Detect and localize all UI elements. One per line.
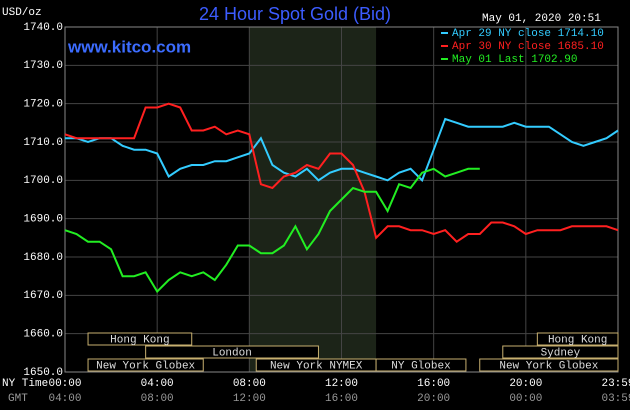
session-bar [87, 332, 193, 346]
price-line [64, 102, 619, 243]
session-label: New York Globex [499, 360, 598, 372]
y-tick-label: 1660.0 [23, 329, 63, 341]
price-line [65, 117, 619, 183]
session-bar [536, 332, 619, 346]
session-label: Hong Kong [548, 334, 607, 346]
chart-title: 24 Hour Spot Gold (Bid) [199, 4, 391, 24]
x2-tick-label: 16:00 [325, 393, 358, 405]
session-label: Sydney [541, 347, 581, 359]
session-label: New York NYMEX [270, 360, 363, 372]
x-tick-label: 20:00 [509, 378, 542, 390]
legend-label: May 01 Last 1702.90 [452, 54, 577, 66]
y-tick-label: 1700.0 [23, 175, 63, 187]
timestamp: May 01, 2020 20:51 [482, 13, 601, 25]
y-tick-label: 1710.0 [23, 137, 63, 149]
session-highlight [249, 27, 377, 372]
session-label: NY Globex [391, 360, 451, 372]
legend-label: Apr 30 NY close 1685.10 [452, 41, 604, 53]
y-tick-label: 1680.0 [23, 252, 63, 264]
y-tick-label: 1670.0 [23, 290, 63, 302]
legend-label: Apr 29 NY close 1714.10 [452, 28, 604, 40]
x-tick-label: 23:59 [601, 378, 630, 390]
x-tick-label: 16:00 [417, 378, 450, 390]
watermark: www.kitco.com [67, 37, 191, 56]
x-tick-label: 08:00 [233, 378, 266, 390]
x-tick-label: 12:00 [325, 378, 358, 390]
y-tick-label: 1730.0 [23, 60, 63, 72]
x-axis-label: NY Time [2, 378, 48, 390]
x2-tick-label: 08:00 [141, 393, 174, 405]
x2-tick-label: 20:00 [417, 393, 450, 405]
x2-tick-label: 04:00 [48, 393, 81, 405]
session-bar [375, 358, 467, 372]
y-axis-label: USD/oz [2, 7, 42, 19]
session-bar [87, 358, 204, 372]
plot-frame [64, 26, 619, 373]
x-tick-label: 00:00 [48, 378, 81, 390]
session-bar [145, 345, 319, 359]
y-tick-label: 1650.0 [23, 367, 63, 379]
x2-tick-label: 03:59 [601, 393, 630, 405]
y-tick-label: 1690.0 [23, 214, 63, 226]
session-bar [479, 358, 619, 372]
y-tick-label: 1720.0 [23, 99, 63, 111]
session-label: New York Globex [96, 360, 195, 372]
x2-tick-label: 00:00 [509, 393, 542, 405]
session-label: Hong Kong [110, 334, 169, 346]
session-bar [502, 345, 619, 359]
price-line [64, 167, 480, 294]
x2-tick-label: 12:00 [233, 393, 266, 405]
session-label: London [212, 347, 252, 359]
y-tick-label: 1740.0 [23, 22, 63, 34]
x-tick-label: 04:00 [141, 378, 174, 390]
x2-axis-label: GMT [8, 393, 28, 405]
